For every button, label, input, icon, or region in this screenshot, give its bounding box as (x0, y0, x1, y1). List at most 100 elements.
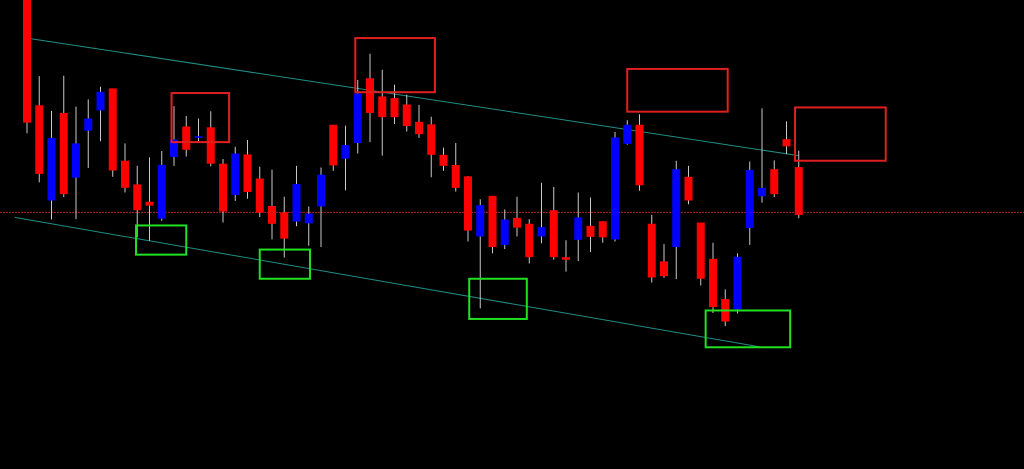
candle (513, 196, 521, 237)
bullish-candle-body (341, 145, 350, 159)
bearish-candle-body (525, 223, 534, 258)
candle (84, 99, 93, 168)
bearish-candle-body (402, 104, 411, 127)
candle (537, 182, 546, 244)
bullish-candle-body (317, 174, 325, 207)
candle (378, 69, 387, 156)
candle (476, 199, 485, 309)
bearish-candle-body (451, 164, 460, 188)
support-zone-box (468, 277, 528, 320)
bullish-candle-body (84, 118, 93, 131)
bearish-candle-body (23, 0, 31, 123)
bearish-candle-body (329, 124, 338, 166)
bearish-candle-body (647, 223, 656, 278)
candle (170, 106, 178, 166)
bearish-candle-body (206, 127, 215, 164)
bearish-candle-body (243, 154, 252, 193)
bullish-candle-body (623, 124, 632, 144)
bearish-candle-body (415, 121, 423, 135)
bearish-candle-body (108, 88, 117, 171)
bearish-candle-body (35, 105, 44, 174)
candle (341, 125, 350, 191)
bearish-candle-body (439, 154, 448, 166)
bearish-candle-body (268, 206, 276, 224)
candle (133, 165, 142, 238)
candle (488, 195, 497, 254)
candle (108, 88, 117, 177)
candle (684, 165, 693, 205)
candle (464, 175, 472, 242)
candle (59, 75, 68, 198)
candle (231, 146, 240, 201)
bullish-candle-body (157, 164, 166, 219)
candle (696, 222, 705, 286)
candle (72, 106, 80, 220)
candle (96, 86, 105, 142)
candle (145, 157, 154, 241)
bearish-candle-body (121, 160, 129, 188)
candle (598, 221, 607, 243)
candle (574, 192, 583, 261)
candle (304, 206, 313, 246)
bearish-candle-body (513, 217, 521, 228)
support-zone-box (135, 224, 188, 256)
candle (439, 147, 448, 171)
resistance-zone-box (170, 92, 231, 144)
bullish-candle-body (574, 217, 583, 240)
candle (280, 196, 289, 258)
candle (660, 244, 668, 278)
candle (194, 118, 203, 142)
bullish-candle-body (47, 137, 56, 201)
bearish-candle-body (794, 167, 803, 215)
candles-layer (23, 0, 803, 327)
candle (427, 116, 436, 178)
zone-box-layer (135, 37, 887, 349)
bearish-candle-body (59, 112, 68, 195)
candle (219, 159, 227, 223)
bullish-candle-body (170, 139, 178, 157)
bearish-candle-body (696, 222, 705, 279)
candle (243, 140, 252, 199)
candle (35, 76, 44, 183)
candle (549, 186, 558, 260)
candle (794, 150, 803, 219)
candle (317, 167, 325, 248)
candle (402, 94, 411, 132)
candle (525, 219, 534, 264)
bullish-candle-body (231, 153, 240, 196)
candle (47, 110, 56, 220)
bullish-candle-body (672, 169, 681, 248)
bearish-candle-body (464, 176, 472, 231)
support-zone-box (704, 309, 792, 349)
bearish-candle-body (133, 184, 142, 211)
resistance-zone-box (794, 106, 887, 162)
bearish-candle-body (709, 258, 717, 308)
bearish-candle-body (586, 225, 595, 237)
candle (745, 161, 754, 245)
candle (329, 124, 338, 171)
bearish-candle-body (635, 124, 644, 186)
bullish-candle-body (758, 187, 766, 197)
bullish-candle-body (194, 136, 203, 138)
bearish-candle-body (427, 124, 436, 155)
bearish-candle-body (684, 176, 693, 201)
candle (415, 104, 423, 138)
candle (672, 160, 681, 280)
bearish-candle-body (770, 169, 779, 195)
bullish-candle-body (304, 213, 313, 224)
resistance-zone-box (354, 37, 436, 94)
candle (121, 143, 129, 193)
bullish-candle-body (537, 227, 546, 237)
candle (770, 160, 779, 198)
bearish-candle-body (366, 78, 374, 113)
trendline-layer (14, 37, 799, 348)
bullish-candle-body (353, 93, 362, 143)
candle (635, 114, 644, 191)
support-zone-box (258, 248, 311, 280)
bullish-candle-body (500, 219, 509, 245)
candle (268, 169, 276, 240)
candle (586, 197, 595, 253)
candle (366, 53, 374, 143)
bullish-candle-body (292, 184, 301, 222)
